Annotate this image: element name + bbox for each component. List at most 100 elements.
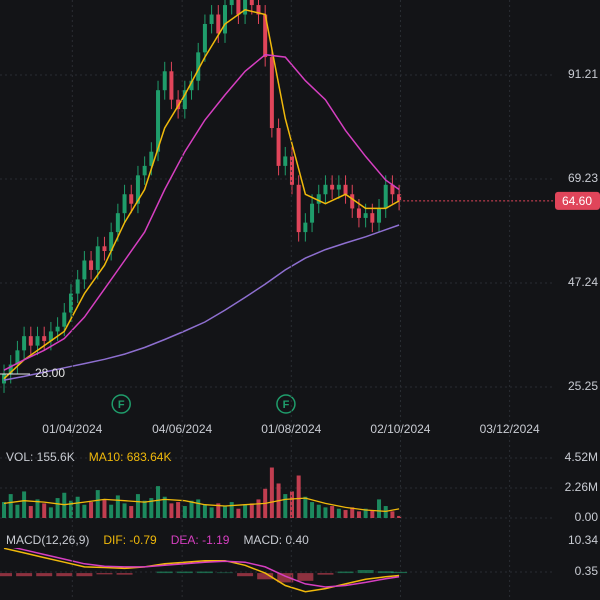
candle-body (82, 260, 87, 280)
y-tick-label: 69.23 (568, 171, 598, 185)
volume-bar (82, 504, 87, 518)
candle-body (256, 5, 261, 15)
macd-bar (176, 571, 193, 574)
volume-bar (229, 502, 234, 518)
volume-bar (135, 494, 140, 518)
volume-header: VOL: 155.6K (6, 450, 75, 464)
volume-bar (48, 507, 53, 518)
candle-body (216, 14, 221, 34)
candle-body (102, 246, 107, 252)
volume-bar (243, 504, 248, 518)
macd-bar (337, 571, 354, 574)
candle-body (383, 184, 388, 209)
volume-bar (269, 467, 274, 518)
candle-body (249, 0, 254, 6)
candle-body (343, 184, 348, 195)
candle-body (303, 222, 308, 233)
candle-body (15, 350, 20, 365)
moving-average (3, 53, 400, 371)
volume-bar (223, 506, 227, 518)
candle-body (330, 184, 335, 190)
candle-body (176, 99, 181, 110)
volume-bar (296, 475, 301, 518)
moving-average (3, 224, 400, 381)
candle-body (149, 151, 154, 166)
x-tick-label: 03/12/2024 (480, 422, 540, 436)
macd-bar (391, 571, 408, 574)
volume-bar (209, 507, 214, 518)
macd-panel (0, 548, 555, 593)
volume-bar (182, 506, 187, 518)
candle-body (115, 213, 120, 233)
volume-bar (142, 500, 147, 518)
macd-bar (156, 571, 173, 574)
event-marker (276, 394, 296, 414)
macd-bar (237, 573, 254, 577)
macd-bar (217, 572, 233, 574)
volume-bar (55, 498, 60, 518)
volume-bar (189, 500, 194, 518)
y-tick-label: 47.24 (568, 275, 598, 289)
volume-bar (289, 491, 294, 518)
moving-average (3, 8, 400, 380)
candle-body (269, 57, 274, 129)
volume-bar (236, 508, 241, 518)
volume-panel (0, 457, 555, 519)
macd-header: DIF: -0.79 (103, 533, 157, 547)
volume-bar (216, 503, 221, 518)
y-tick-label: 0.00 (575, 510, 599, 524)
candle-body (356, 208, 361, 218)
candle-body (95, 246, 100, 270)
macd-bar (377, 571, 394, 574)
candle-body (350, 194, 355, 209)
macd-header: DEA: -1.19 (171, 533, 230, 547)
volume-header: MA10: 683.64K (89, 450, 172, 464)
volume-bar (15, 504, 20, 518)
volume-bar (95, 490, 100, 518)
macd-bar (76, 573, 93, 577)
event-label: F (283, 399, 290, 411)
candle-body (135, 175, 140, 204)
last-price-box (555, 191, 600, 210)
candle-body (196, 52, 201, 81)
y-tick-label: 91.21 (568, 67, 598, 81)
candle-body (28, 336, 33, 346)
candle-body (202, 23, 207, 53)
candle-body (283, 156, 288, 166)
candle-body (142, 165, 147, 176)
volume-bar (109, 504, 114, 518)
y-tick-label: 10.34 (568, 533, 598, 547)
volume-bar (89, 502, 94, 518)
volume-bar (377, 499, 382, 518)
candle-body (162, 71, 167, 91)
volume-bar (122, 503, 127, 518)
volume-bar (156, 486, 161, 518)
volume-bar (28, 506, 33, 518)
volume-bar (176, 502, 181, 518)
volume-bar (323, 507, 328, 518)
x-tick-label: 04/06/2024 (152, 422, 212, 436)
volume-bar (149, 498, 154, 518)
candle-body (122, 194, 127, 214)
candle-body (276, 128, 281, 166)
candle-body (397, 194, 402, 201)
candle-body (156, 90, 161, 152)
dea-line (12, 548, 400, 588)
candle-body (8, 364, 13, 374)
candle-body (263, 14, 268, 58)
volume-ma (3, 497, 400, 513)
volume-bar (397, 515, 402, 518)
candle-body (68, 293, 73, 313)
volume-bar (162, 496, 167, 518)
event-label: F (118, 399, 125, 411)
volume-bar (310, 502, 315, 518)
volume-bar (22, 491, 27, 518)
candle-body (310, 203, 315, 223)
candle-body (42, 336, 47, 341)
candle-body (75, 279, 80, 294)
macd-bar (116, 573, 133, 575)
macd-bar (36, 573, 53, 577)
volume-bar (350, 507, 355, 518)
volume-bar (390, 511, 395, 518)
